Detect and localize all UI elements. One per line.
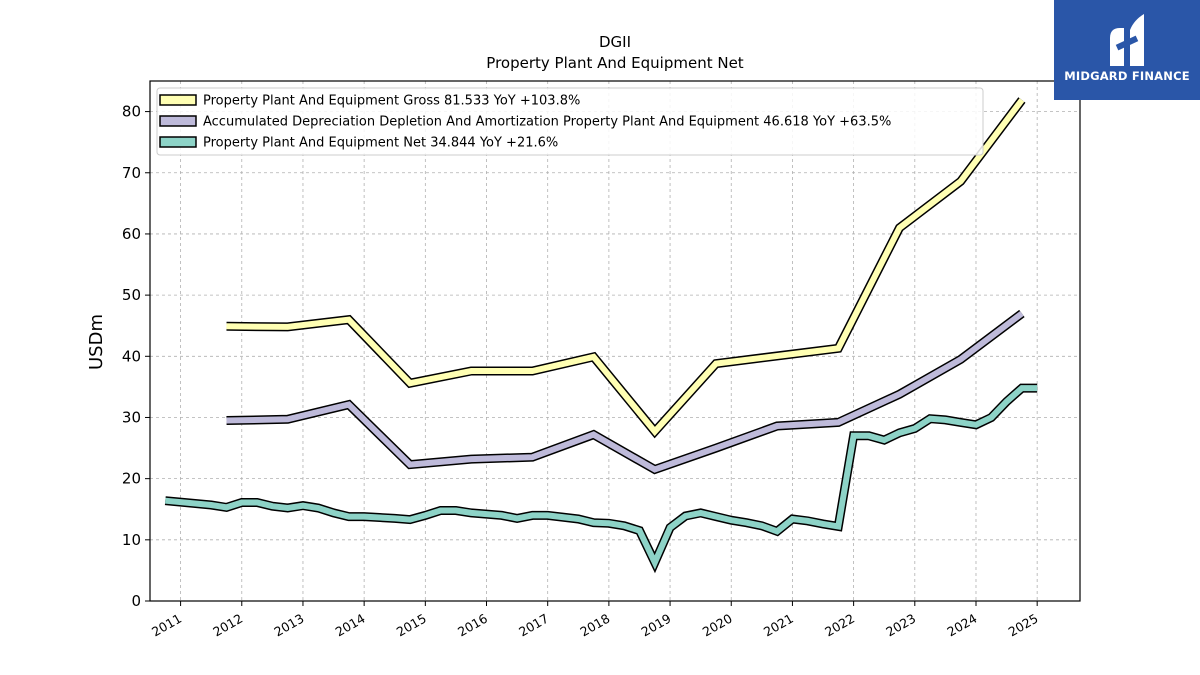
legend-label-2: Property Plant And Equipment Net 34.844 … <box>203 136 558 151</box>
chart-subtitle: Property Plant And Equipment Net <box>486 54 743 72</box>
midgard-logo-icon <box>1110 14 1144 66</box>
x-tick-label: 2011 <box>149 611 184 640</box>
x-tick-label: 2015 <box>394 611 429 640</box>
x-tick-label: 2023 <box>883 611 918 640</box>
x-tick-label: 2013 <box>271 611 306 640</box>
y-tick-label: 60 <box>122 225 141 243</box>
series-lines <box>164 97 1038 574</box>
y-tick-label: 70 <box>122 164 141 182</box>
plot-area-frame <box>149 80 1081 602</box>
x-tick-label: 2016 <box>455 611 490 640</box>
series-line-1 <box>226 311 1024 473</box>
legend-label-1: Accumulated Depreciation Depletion And A… <box>203 115 891 130</box>
y-axis-label: USDm <box>86 314 107 370</box>
y-tick-label: 80 <box>122 103 141 121</box>
y-axis: 0 10 20 30 40 50 60 70 80 <box>122 103 150 610</box>
x-axis: 2011 2012 2013 2014 2015 2016 2017 2018 2019 2020… <box>149 601 1041 640</box>
brand-name: MIDGARD FINANCE <box>1064 69 1190 83</box>
legend-swatch-1 <box>159 115 197 127</box>
x-tick-label: 2014 <box>333 611 368 640</box>
x-tick-label: 2022 <box>822 611 857 640</box>
y-tick-label: 30 <box>122 408 141 426</box>
legend-label-0: Property Plant And Equipment Gross 81.53… <box>203 94 580 109</box>
y-tick-label: 50 <box>122 286 141 304</box>
x-tick-label: 2017 <box>516 611 551 640</box>
legend: Property Plant And Equipment Gross 81.53… <box>156 87 984 156</box>
y-tick-label: 20 <box>122 470 141 488</box>
y-tick-label: 40 <box>122 347 141 365</box>
x-tick-label: 2019 <box>639 611 674 640</box>
x-tick-label: 2018 <box>577 611 612 640</box>
series-line-0 <box>226 98 1025 437</box>
x-tick-label: 2020 <box>700 611 735 640</box>
x-tick-label: 2021 <box>761 611 796 640</box>
brand-logo: MIDGARD FINANCE <box>1054 0 1200 100</box>
y-tick-label: 10 <box>122 531 141 549</box>
series-line-2 <box>165 385 1038 570</box>
x-tick-label: 2025 <box>1006 611 1041 640</box>
x-tick-label: 2012 <box>210 611 245 640</box>
legend-box <box>156 87 984 156</box>
chart-title: DGII <box>599 33 631 51</box>
legend-swatch-2 <box>159 136 197 148</box>
x-tick-label: 2024 <box>944 611 979 640</box>
y-tick-label: 0 <box>131 592 141 610</box>
legend-swatch-0 <box>159 94 197 106</box>
